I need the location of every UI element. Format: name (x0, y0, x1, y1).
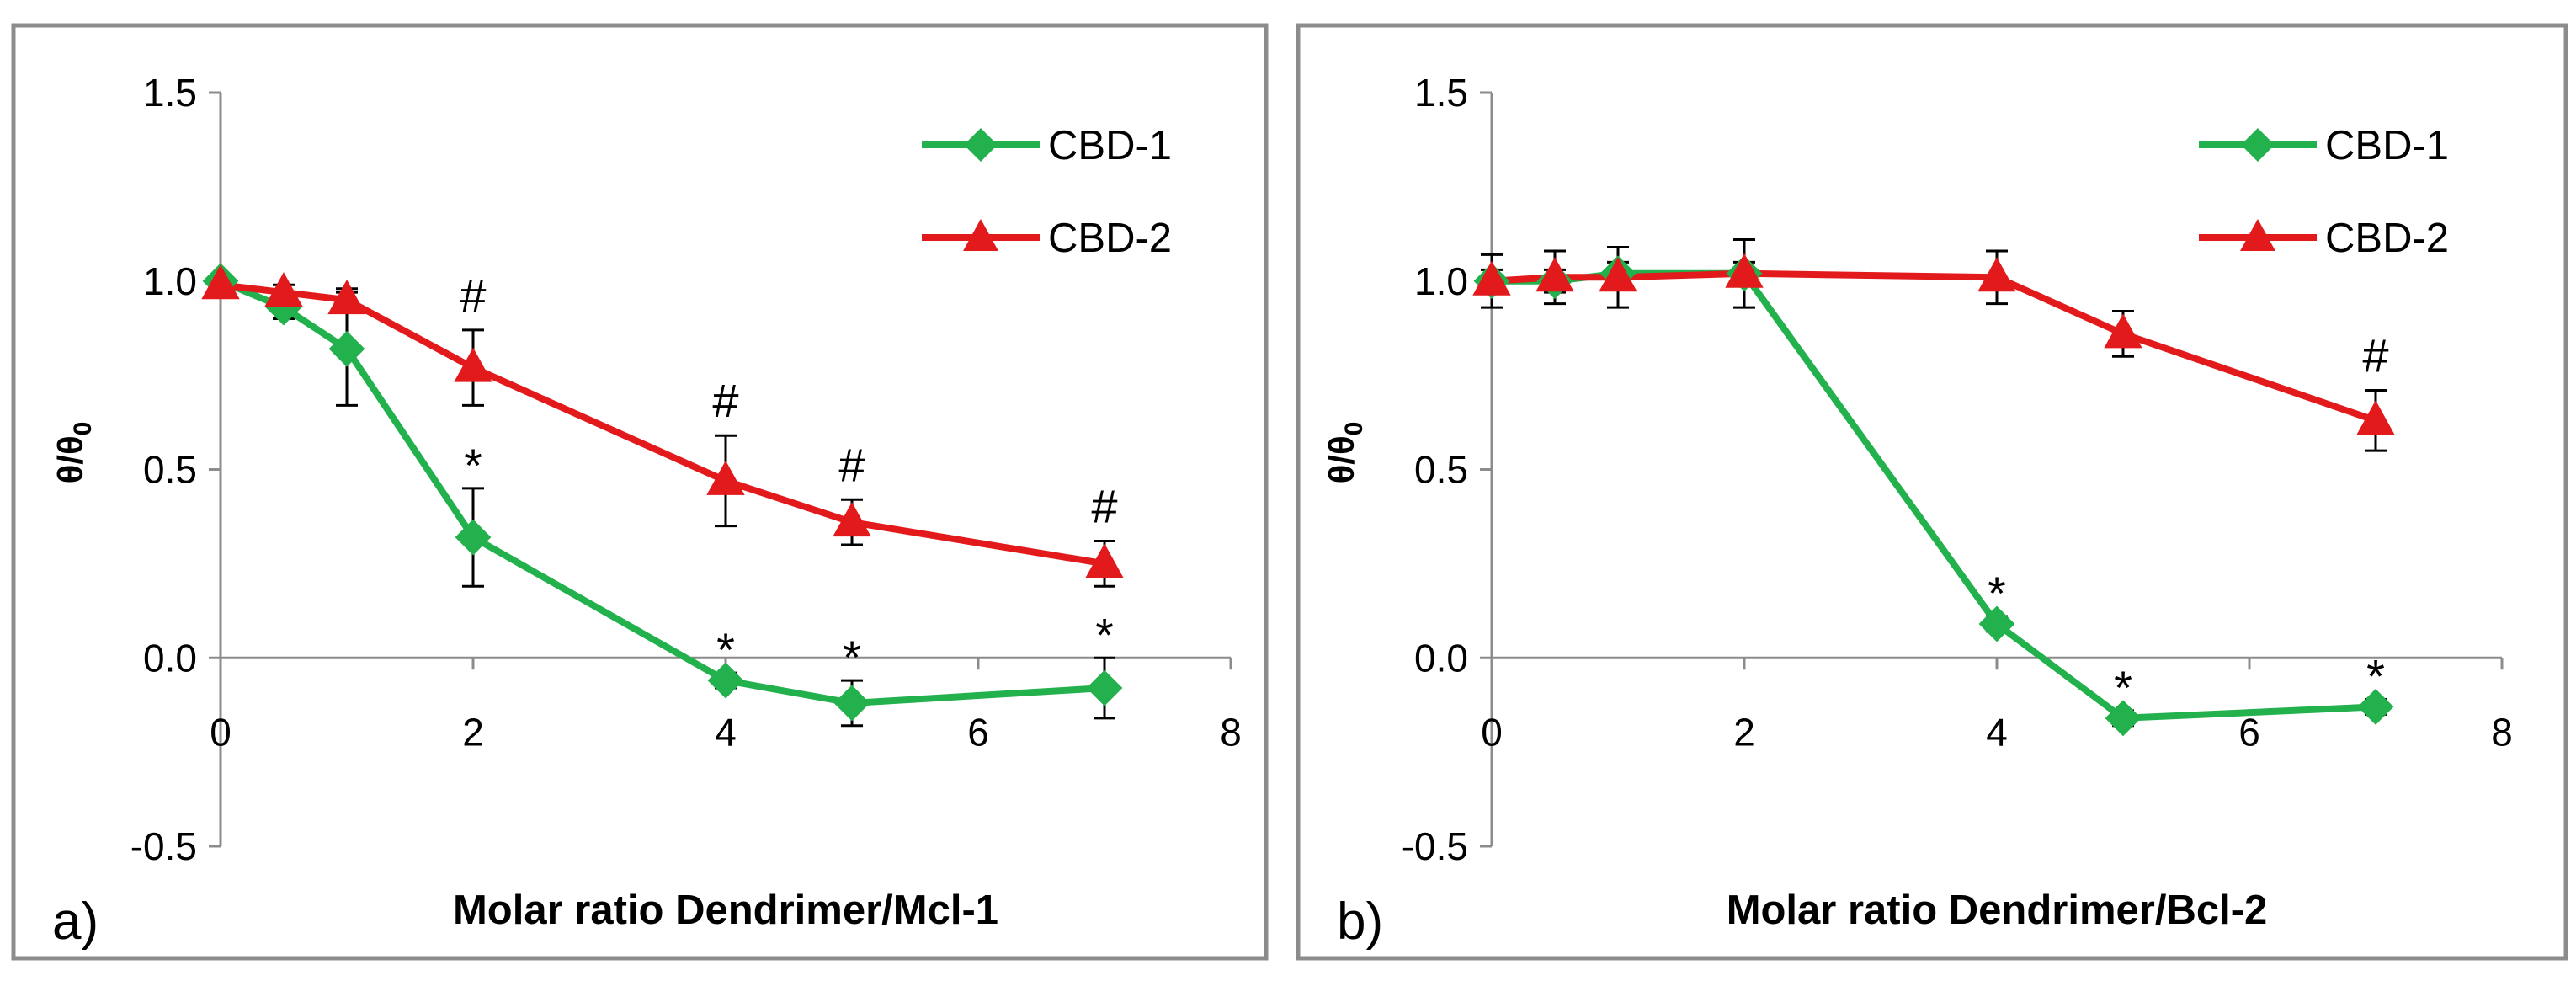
panel-label: b) (1337, 893, 1383, 951)
cbd-1-asterisk-annotation: * (464, 439, 482, 492)
y-axis-label-base: θ/θ (1322, 435, 1361, 483)
legend-marker-cbd-2 (963, 219, 998, 251)
cbd-2-point (1725, 253, 1764, 288)
x-tick-label: 4 (715, 710, 737, 754)
x-tick-label: 6 (2238, 710, 2260, 754)
cbd-2-point (706, 460, 745, 495)
cbd-2-point (1535, 257, 1574, 292)
y-tick-label: 1.5 (143, 71, 197, 115)
x-tick-label: 8 (2491, 710, 2513, 754)
x-tick-label: 6 (967, 710, 989, 754)
cbd-2-hash-annotation: # (712, 374, 738, 427)
y-tick-label: 0.0 (1414, 636, 1468, 680)
cbd-1-asterisk-annotation: * (2114, 661, 2132, 714)
legend-label-cbd-1: CBD-1 (1048, 123, 1172, 168)
cbd-1-asterisk-annotation: * (1095, 608, 1114, 661)
x-tick-label: 0 (210, 710, 232, 754)
cbd-1-point (328, 330, 365, 367)
cbd-1-point (1978, 605, 2015, 642)
y-tick-label: 0.5 (143, 448, 197, 492)
cbd-1-asterisk-annotation: * (716, 623, 735, 676)
cbd-2-hash-annotation: # (838, 438, 865, 491)
legend-label-cbd-2: CBD-2 (2325, 216, 2449, 261)
cbd-2-hash-annotation: # (460, 269, 486, 322)
y-tick-label: 1.0 (143, 259, 197, 303)
y-tick-label: 1.5 (1414, 71, 1468, 115)
panel-label: a) (52, 893, 98, 951)
cbd-1-asterisk-annotation: * (843, 631, 861, 684)
cbd-1-point (1086, 669, 1123, 706)
y-axis-label-subscript: 0 (69, 422, 97, 436)
y-axis-label: θ/θ0 (51, 422, 97, 484)
cbd-2-point (2356, 400, 2395, 435)
x-axis-label: Molar ratio Dendrimer/Bcl-2 (1727, 888, 2268, 933)
legend-marker-cbd-1 (964, 128, 998, 162)
cbd-2-point (833, 502, 871, 537)
x-tick-label: 2 (1733, 710, 1755, 754)
cbd-1-point (833, 685, 870, 722)
cbd-1-point (455, 519, 492, 556)
legend-label-cbd-2: CBD-2 (1048, 216, 1172, 261)
y-tick-label: 0.5 (1414, 448, 1468, 492)
legend-marker-cbd-2 (2240, 219, 2275, 251)
cbd-1-point (707, 662, 744, 699)
y-axis-label: θ/θ0 (1322, 422, 1368, 484)
cbd-1-point (2105, 700, 2142, 737)
cbd-2-point (201, 264, 240, 300)
cbd-2-point (1977, 257, 2016, 292)
cbd-2-hash-annotation: # (2362, 329, 2388, 382)
y-tick-label: 0.0 (143, 636, 197, 680)
x-tick-label: 0 (1481, 710, 1503, 754)
y-tick-label: 1.0 (1414, 259, 1468, 303)
cbd-2-point (264, 272, 303, 307)
cbd-1-asterisk-annotation: * (1988, 567, 2006, 620)
cbd-2-point (1599, 257, 1637, 292)
y-tick-label: -0.5 (130, 824, 197, 868)
cbd-2-hash-annotation: # (1091, 480, 1117, 533)
x-tick-label: 8 (1220, 710, 1242, 754)
y-axis-label-subscript: 0 (1340, 422, 1368, 436)
legend-label-cbd-1: CBD-1 (2325, 123, 2449, 168)
y-tick-label: -0.5 (1402, 824, 1468, 868)
x-tick-label: 4 (1986, 710, 2008, 754)
cbd-1-point (2357, 689, 2394, 725)
legend-marker-cbd-1 (2241, 128, 2275, 162)
cbd-2-point (1472, 260, 1511, 296)
panel-frame (11, 23, 1269, 961)
cbd-2-point (454, 347, 492, 382)
cbd-2-point (1085, 543, 1124, 578)
x-tick-label: 2 (462, 710, 484, 754)
panel-frame (1296, 23, 2568, 961)
cbd-2-point (327, 280, 366, 315)
cbd-2-point (2104, 313, 2142, 349)
x-axis-label: Molar ratio Dendrimer/Mcl-1 (453, 888, 998, 933)
y-axis-label-base: θ/θ (51, 435, 90, 483)
cbd-1-asterisk-annotation: * (2366, 649, 2385, 702)
